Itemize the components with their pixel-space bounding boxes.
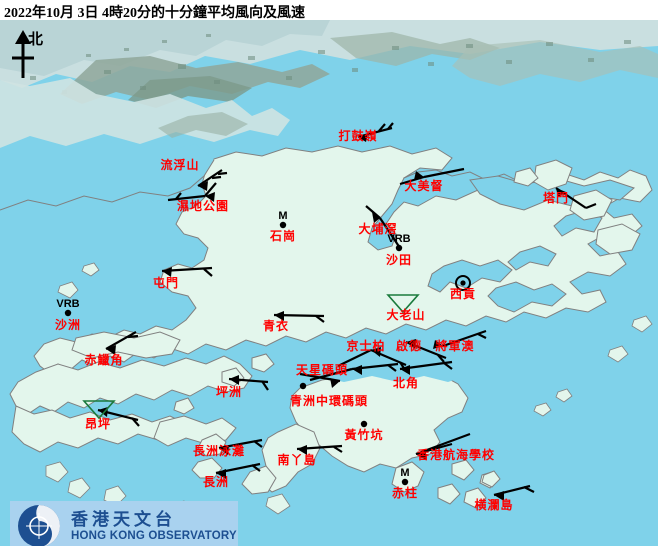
station-label: 黃竹坑 [344,428,384,442]
station-dots [64,221,409,486]
station-label: 南丫島 [277,453,317,467]
station-label: 北角 [392,376,420,390]
station-label: 香港航海學校 [416,448,496,462]
station-label: 中環碼頭 [315,394,369,408]
station-flag: VRB [56,298,80,310]
hko-logo-text: 香港天文台 HONG KONG OBSERVATORY [71,510,237,543]
station-label: 沙田 [385,253,413,267]
hong-kong-coastline-map [0,20,658,546]
north-label: 北 [28,32,44,48]
station-label: 塔門 [542,191,570,205]
sai-kung-inlets [427,259,513,293]
title-bar: 2022年10月 3日 4時20分的十分鐘平均風向及風速 [0,0,658,21]
station-label: 屯門 [152,276,180,290]
hko-logo: 香港天文台 HONG KONG OBSERVATORY [10,501,238,546]
mainland-terrain [0,20,658,148]
calm-wind-marker [455,275,471,291]
map-canvas: 北 打鼓嶺 流浮山 濕地公園 大美督 塔門 M 石崗 大埔滘 VRB 沙田 屯門 VRB 沙洲 赤鱲角 西貢… [0,20,658,546]
station-label: 大埔滘 [358,222,398,236]
hko-name-en: HONG KONG OBSERVATORY [71,529,237,542]
station-label: 横瀾島 [474,498,514,512]
station-label: 濕地公園 [176,199,230,213]
station-label: 青衣 [262,319,290,333]
station-label: 打鼓嶺 [338,129,378,143]
station-label: 天星碼頭 [295,363,349,377]
page-title: 2022年10月 3日 4時20分的十分鐘平均風向及風速 [4,6,305,21]
station-label: 赤柱 [391,486,419,500]
station-flag: VRB [387,233,411,245]
north-arrow-icon [12,30,34,78]
station-label: 將軍澳 [435,339,475,353]
station-label: 啟德 [395,339,423,353]
peak-markers [82,294,420,420]
lantau-island [9,355,253,415]
station-label: 青洲 [289,394,317,408]
station-label: 昂坪 [84,417,112,431]
chek-lap-kok [71,331,181,359]
station-label: 石崗 [269,229,297,243]
wind-barb-arrowheads [98,133,566,501]
station-label: 長洲 [202,475,230,489]
station-label: 京士柏 [346,339,386,353]
station-label: 長洲泳灘 [192,444,246,458]
station-label: 流浮山 [160,158,200,172]
station-label: 大老山 [386,308,426,322]
station-label: 大美督 [404,179,444,193]
hko-name-zh: 香港天文台 [71,509,176,529]
station-label: 坪洲 [215,385,243,399]
station-label: 西貢 [449,287,477,301]
station-flag: M [400,467,410,479]
station-flag: M [278,210,288,222]
station-label: 沙洲 [54,318,82,332]
lamma-island [259,423,321,493]
hko-logo-icon [18,505,60,546]
station-label: 赤鱲角 [84,353,124,367]
